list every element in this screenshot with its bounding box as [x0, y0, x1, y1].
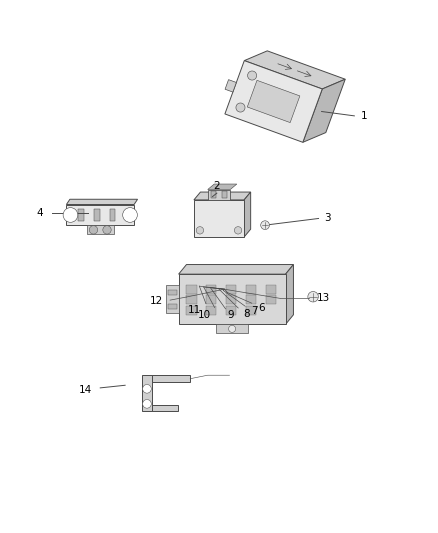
- Polygon shape: [246, 306, 256, 315]
- Circle shape: [308, 292, 318, 302]
- Polygon shape: [194, 200, 244, 237]
- Polygon shape: [303, 79, 345, 142]
- Polygon shape: [94, 209, 100, 221]
- Polygon shape: [211, 191, 216, 198]
- Polygon shape: [246, 295, 256, 304]
- Circle shape: [236, 103, 245, 112]
- Polygon shape: [194, 192, 251, 200]
- Circle shape: [143, 384, 151, 393]
- Circle shape: [143, 400, 151, 408]
- Polygon shape: [226, 295, 236, 304]
- Polygon shape: [225, 79, 237, 92]
- Polygon shape: [226, 306, 236, 315]
- Circle shape: [234, 227, 242, 234]
- Polygon shape: [168, 290, 177, 295]
- Text: 12: 12: [150, 296, 163, 306]
- Polygon shape: [186, 306, 197, 315]
- Polygon shape: [265, 295, 276, 304]
- Text: 2: 2: [213, 181, 220, 191]
- Polygon shape: [186, 295, 197, 304]
- Text: 8: 8: [243, 309, 250, 319]
- Polygon shape: [208, 184, 237, 190]
- Polygon shape: [206, 295, 216, 304]
- Text: 7: 7: [251, 306, 258, 316]
- Circle shape: [229, 325, 236, 333]
- Polygon shape: [216, 325, 248, 333]
- Text: 10: 10: [198, 310, 211, 319]
- Polygon shape: [206, 306, 216, 315]
- Polygon shape: [244, 51, 345, 89]
- Text: 13: 13: [317, 293, 331, 303]
- Polygon shape: [226, 285, 236, 294]
- Text: 14: 14: [79, 385, 92, 394]
- Text: 9: 9: [228, 310, 234, 319]
- Polygon shape: [78, 209, 84, 221]
- Polygon shape: [265, 285, 276, 294]
- Polygon shape: [186, 285, 197, 294]
- Circle shape: [89, 225, 98, 234]
- Polygon shape: [87, 225, 114, 235]
- Text: 3: 3: [324, 214, 330, 223]
- Polygon shape: [142, 375, 152, 411]
- Polygon shape: [168, 304, 177, 309]
- Text: 1: 1: [361, 111, 367, 121]
- Polygon shape: [286, 264, 293, 325]
- Polygon shape: [67, 199, 138, 205]
- Text: 4: 4: [37, 208, 43, 218]
- Polygon shape: [152, 405, 178, 411]
- Circle shape: [103, 225, 111, 234]
- Polygon shape: [179, 274, 286, 325]
- Polygon shape: [244, 192, 251, 237]
- Polygon shape: [152, 375, 190, 382]
- Circle shape: [123, 208, 138, 222]
- Polygon shape: [208, 190, 230, 200]
- Polygon shape: [247, 80, 300, 123]
- Text: 11: 11: [188, 305, 201, 315]
- Polygon shape: [67, 205, 134, 225]
- Circle shape: [247, 71, 257, 80]
- Circle shape: [196, 227, 204, 234]
- Polygon shape: [110, 209, 115, 221]
- Circle shape: [261, 221, 269, 230]
- Polygon shape: [222, 191, 227, 198]
- Polygon shape: [246, 285, 256, 294]
- Polygon shape: [225, 61, 322, 142]
- Circle shape: [63, 208, 78, 222]
- Polygon shape: [206, 285, 216, 294]
- Polygon shape: [179, 264, 293, 274]
- Polygon shape: [166, 286, 179, 313]
- Text: 6: 6: [258, 303, 265, 312]
